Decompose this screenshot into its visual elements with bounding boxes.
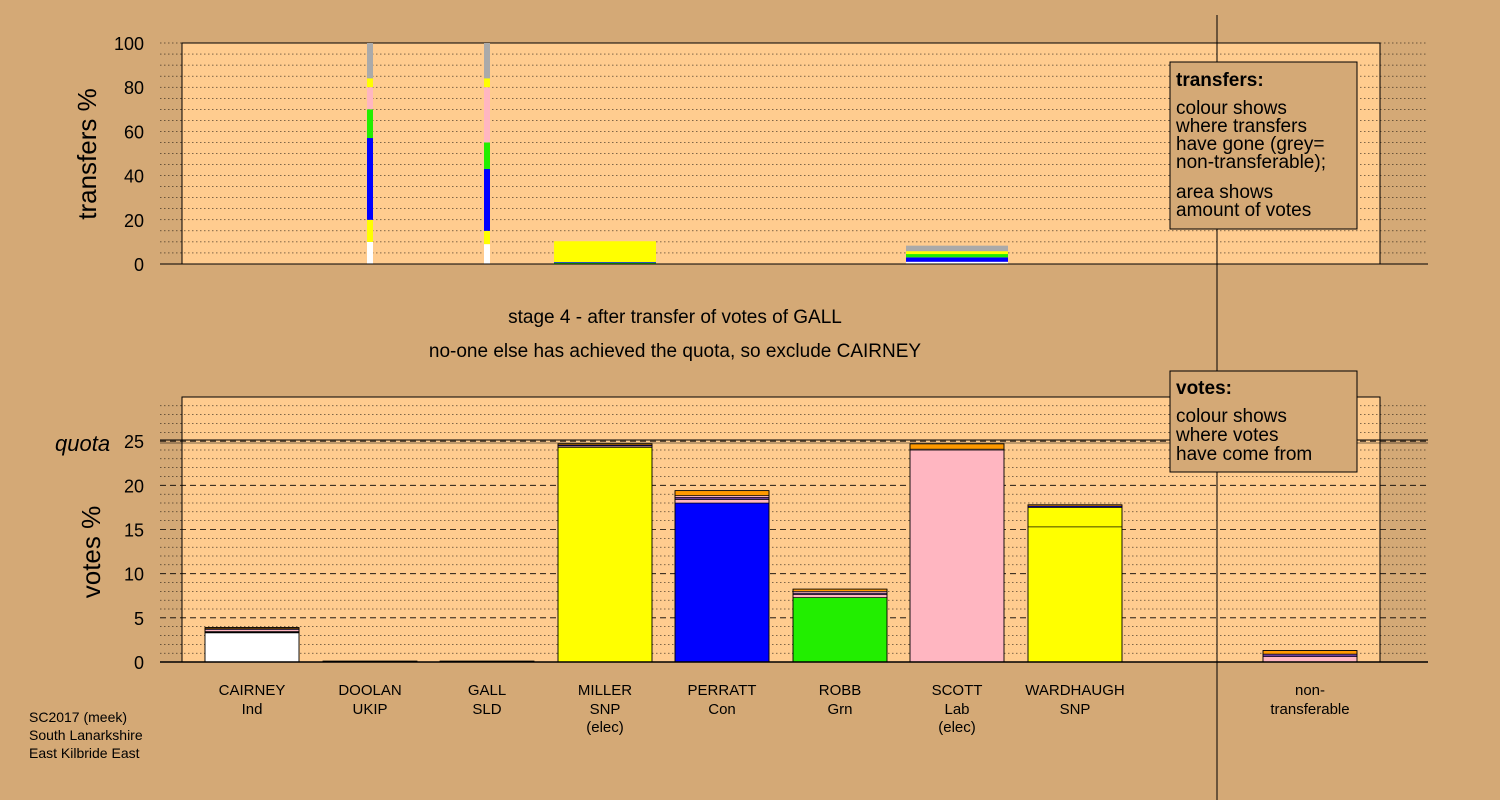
candidate-name: GALL: [468, 682, 506, 699]
transfers-legend-line: non-transferable);: [1176, 152, 1326, 173]
transfers-bars: [367, 43, 1008, 264]
candidate-name: WARDHAUGH: [1025, 682, 1124, 699]
transfers-y-tick-label: 0: [134, 255, 144, 275]
votes-legend-line: where votes: [1175, 425, 1278, 446]
vote-segment: [1262, 653, 1358, 657]
transfers-y-ticks: 0 20 40 60 80 100: [114, 34, 144, 275]
votes-y-tick-label: 15: [124, 521, 144, 541]
votes-y-tick-label: 25: [124, 432, 144, 452]
candidate-party: Lab: [944, 701, 969, 718]
candidate-party: Ind: [242, 701, 263, 718]
vote-segment: [909, 449, 1005, 663]
quota-label: quota: [55, 431, 110, 456]
transfer-source-segment: [484, 87, 490, 143]
candidate-labels: CAIRNEY Ind DOOLAN UKIP GALL SLD MILLER …: [219, 682, 1350, 736]
votes-axis-title: votes %: [76, 506, 106, 599]
candidate-name: CAIRNEY: [219, 682, 286, 699]
vote-segment: [1027, 507, 1123, 528]
vote-segment: [1262, 656, 1358, 663]
transfers-y-tick-label: 100: [114, 34, 144, 54]
candidate-party: SNP: [590, 701, 621, 718]
transfer-source-segment: [484, 78, 490, 88]
transfer-received-segment: [906, 261, 1008, 264]
transfer-received-segment: [906, 254, 1008, 258]
vote-segment: [1027, 526, 1123, 663]
votes-y-tick-label: 5: [134, 609, 144, 629]
vote-segment: [204, 632, 300, 663]
transfer-source-segment: [484, 168, 490, 231]
transfer-source-segment: [484, 43, 490, 79]
candidate-name: MILLER: [578, 682, 632, 699]
transfers-legend-line: area shows: [1176, 182, 1273, 203]
transfers-legend-box: [1169, 61, 1358, 230]
transfer-source-segment: [367, 138, 373, 220]
transfers-y-tick-label: 80: [124, 78, 144, 98]
votes-legend-title: votes:: [1176, 378, 1232, 399]
transfer-source-segment: [367, 43, 373, 79]
votes-legend: votes: colour shows where votes have com…: [1169, 370, 1358, 473]
transfers-legend: transfers: colour shows where transfers …: [1169, 61, 1358, 230]
transfer-source-segment: [484, 142, 490, 169]
votes-y-tick-label: 10: [124, 565, 144, 585]
transfer-received-segment: [554, 262, 656, 264]
candidate-party: Grn: [827, 701, 852, 718]
transfer-received-segment: [906, 245, 1008, 252]
transfer-source-segment: [367, 78, 373, 88]
vote-segment: [792, 594, 888, 598]
vote-segment: [792, 597, 888, 663]
non-transferable-label: non-: [1295, 682, 1325, 699]
exclude-caption: no-one else has achieved the quota, so e…: [429, 341, 922, 362]
transfer-source-segment: [367, 109, 373, 139]
candidate-party: Con: [708, 701, 736, 718]
transfer-source-segment: [367, 219, 373, 242]
vote-segment: [674, 499, 770, 504]
transfers-legend-line: where transfers: [1175, 116, 1307, 137]
candidate-status: (elec): [586, 719, 624, 736]
transfers-legend-line: colour shows: [1176, 98, 1287, 119]
vote-segment: [674, 496, 770, 500]
transfer-received-segment: [906, 251, 1008, 255]
vote-segment: [674, 502, 770, 663]
footer-council: South Lanarkshire: [29, 727, 143, 743]
transfers-legend-title: transfers:: [1176, 70, 1264, 91]
transfer-source-segment: [484, 230, 490, 245]
vote-segment: [557, 447, 653, 663]
vote-segment: [1262, 650, 1358, 655]
votes-legend-line: have come from: [1176, 444, 1312, 465]
candidate-party: UKIP: [352, 701, 387, 718]
votes-y-ticks: 0 5 10 15 20 25: [124, 432, 144, 673]
transfers-y-tick-label: 20: [124, 211, 144, 231]
vote-segment: [909, 443, 1005, 450]
transfer-received-segment: [906, 257, 1008, 262]
transfers-axis-title: transfers %: [72, 88, 102, 220]
candidate-party: SNP: [1060, 701, 1091, 718]
non-transferable-label: transferable: [1270, 701, 1349, 718]
transfers-y-tick-label: 60: [124, 122, 144, 142]
candidate-name: DOOLAN: [338, 682, 401, 699]
transfers-legend-line: have gone (grey=: [1176, 134, 1324, 155]
candidate-name: ROBB: [819, 682, 862, 699]
votes-legend-box: [1169, 370, 1358, 473]
votes-legend-line: colour shows: [1176, 406, 1287, 427]
stage-caption: stage 4 - after transfer of votes of GAL…: [508, 307, 842, 328]
footer: SC2017 (meek) South Lanarkshire East Kil…: [29, 709, 143, 761]
vote-segment: [674, 490, 770, 496]
transfer-source-segment: [367, 87, 373, 110]
transfer-source-segment: [484, 244, 490, 264]
candidate-party: SLD: [472, 701, 501, 718]
footer-ward: East Kilbride East: [29, 745, 140, 761]
footer-election: SC2017 (meek): [29, 709, 127, 725]
candidate-name: PERRATT: [688, 682, 757, 699]
votes-y-tick-label: 20: [124, 476, 144, 496]
votes-y-tick-label: 0: [134, 653, 144, 673]
transfer-received-segment: [554, 262, 656, 263]
transfer-source-segment: [367, 241, 373, 264]
transfers-legend-line: amount of votes: [1176, 200, 1311, 221]
candidate-name: SCOTT: [932, 682, 983, 699]
candidate-status: (elec): [938, 719, 976, 736]
transfer-received-segment: [554, 241, 656, 263]
transfers-y-tick-label: 40: [124, 167, 144, 187]
votes-bars: [204, 443, 1358, 663]
